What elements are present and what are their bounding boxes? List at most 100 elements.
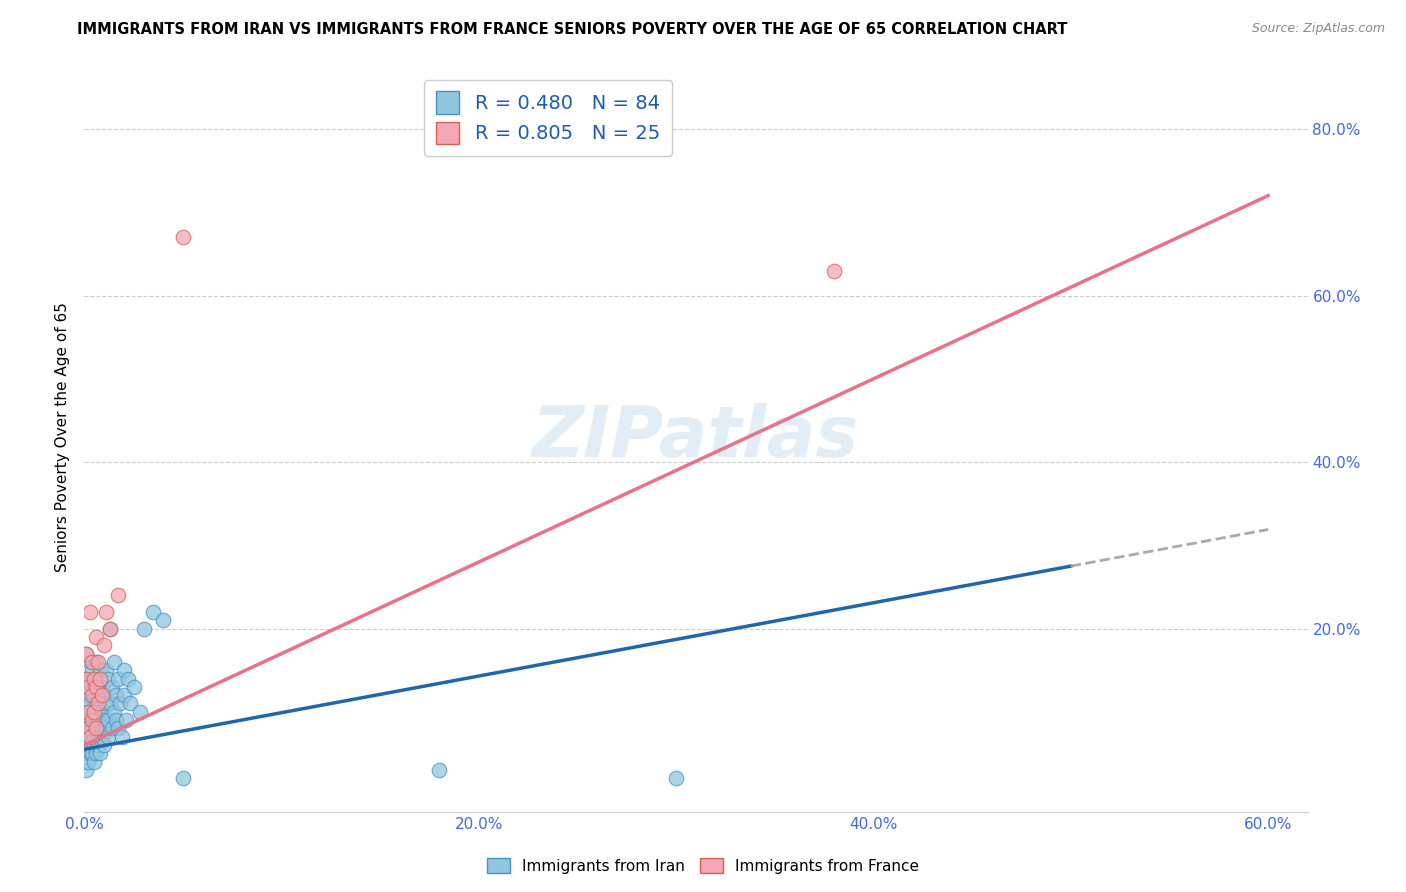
Point (77, 730, 100, 744)
Point (94, 663, 117, 677)
Point (77, 722, 100, 736)
Point (93, 713, 115, 727)
Point (79, 713, 101, 727)
Point (77, 705, 100, 719)
Point (77, 722, 100, 736)
Point (77, 680, 100, 694)
Point (82, 747, 104, 761)
Point (75, 730, 97, 744)
Point (87, 705, 110, 719)
Point (77, 680, 100, 694)
Point (101, 722, 124, 736)
Text: ZIPatlas: ZIPatlas (533, 402, 859, 472)
Point (112, 663, 135, 677)
Point (91, 688, 114, 702)
Point (122, 680, 145, 694)
Point (93, 688, 115, 702)
Point (77, 755, 100, 769)
Point (83, 672, 105, 686)
Point (117, 672, 139, 686)
Point (83, 672, 105, 686)
Point (108, 697, 131, 711)
Point (82, 680, 104, 694)
Point (82, 722, 104, 736)
Point (132, 622, 155, 636)
Point (98, 622, 121, 636)
Point (89, 722, 111, 736)
Point (128, 705, 150, 719)
Point (84, 697, 107, 711)
Legend: R = 0.480   N = 84, R = 0.805   N = 25: R = 0.480 N = 84, R = 0.805 N = 25 (425, 79, 672, 156)
Point (75, 763, 97, 777)
Point (82, 730, 104, 744)
Point (84, 747, 107, 761)
Point (75, 647, 97, 661)
Point (79, 655, 101, 669)
Point (97, 730, 120, 744)
Point (89, 688, 111, 702)
Text: IMMIGRANTS FROM IRAN VS IMMIGRANTS FROM FRANCE SENIORS POVERTY OVER THE AGE OF 6: IMMIGRANTS FROM IRAN VS IMMIGRANTS FROM … (77, 22, 1067, 37)
Point (97, 713, 120, 727)
Point (77, 705, 100, 719)
Point (112, 688, 135, 702)
Point (172, 230, 194, 244)
Point (107, 672, 129, 686)
Point (82, 705, 104, 719)
Point (104, 688, 127, 702)
Point (79, 738, 101, 752)
Point (75, 747, 97, 761)
Point (87, 713, 110, 727)
Point (89, 672, 111, 686)
Point (84, 722, 107, 736)
Point (94, 605, 117, 619)
Point (77, 713, 100, 727)
Point (93, 638, 115, 652)
Point (83, 755, 105, 769)
Point (91, 680, 114, 694)
Point (89, 663, 111, 677)
Point (82, 688, 104, 702)
Point (79, 730, 101, 744)
Point (82, 713, 104, 727)
Point (79, 722, 101, 736)
Point (91, 705, 114, 719)
Point (84, 722, 107, 736)
Y-axis label: Seniors Poverty Over the Age of 65: Seniors Poverty Over the Age of 65 (55, 302, 70, 572)
Point (84, 680, 107, 694)
Point (87, 730, 110, 744)
Point (111, 730, 134, 744)
Point (79, 697, 101, 711)
Point (429, 763, 451, 777)
Point (103, 655, 125, 669)
Point (84, 680, 107, 694)
Point (84, 630, 107, 644)
Point (91, 730, 114, 744)
Point (172, 772, 194, 786)
Point (142, 605, 165, 619)
Point (152, 613, 174, 627)
Point (104, 713, 127, 727)
Point (107, 722, 129, 736)
Point (82, 655, 104, 669)
Point (98, 622, 121, 636)
Point (87, 697, 110, 711)
Point (118, 697, 141, 711)
Point (83, 730, 105, 744)
Point (114, 713, 136, 727)
Legend: Immigrants from Iran, Immigrants from France: Immigrants from Iran, Immigrants from Fr… (481, 852, 925, 880)
Point (87, 680, 110, 694)
Point (79, 605, 101, 619)
Point (87, 655, 110, 669)
Point (79, 672, 101, 686)
Point (75, 688, 97, 702)
Point (75, 647, 97, 661)
Point (103, 705, 125, 719)
Point (83, 688, 105, 702)
Point (97, 672, 120, 686)
Point (79, 747, 101, 761)
Point (89, 747, 111, 761)
Point (77, 738, 100, 752)
Point (94, 722, 117, 736)
Point (93, 738, 115, 752)
Point (94, 697, 117, 711)
